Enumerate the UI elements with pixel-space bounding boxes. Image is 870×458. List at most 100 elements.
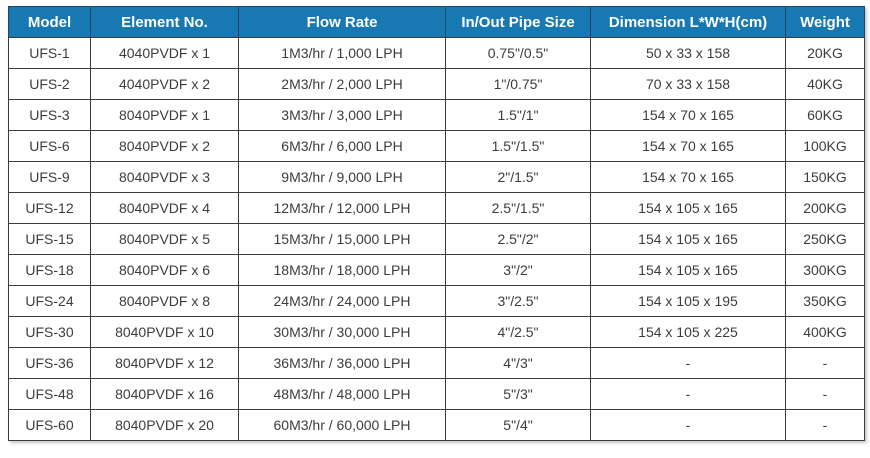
table-row: UFS-18 8040PVDF x 6 18M3/hr / 18,000 LPH 3"… xyxy=(8,254,865,286)
cell-pipe-size: 4"/2.5" xyxy=(445,316,591,348)
cell-dimension: 154 x 105 x 165 xyxy=(590,223,786,255)
cell-pipe-size: 1.5"/1.5" xyxy=(445,130,591,162)
cell-pipe-size: 3"/2" xyxy=(445,254,591,286)
cell-flow-rate: 18M3/hr / 18,000 LPH xyxy=(238,254,446,286)
cell-flow-rate: 3M3/hr / 3,000 LPH xyxy=(238,99,446,131)
table-row: UFS-6 8040PVDF x 2 6M3/hr / 6,000 LPH 1.5"/… xyxy=(8,130,865,162)
cell-flow-rate: 12M3/hr / 12,000 LPH xyxy=(238,192,446,224)
cell-dimension: - xyxy=(590,409,786,441)
cell-weight: - xyxy=(785,409,865,441)
cell-element-no: 8040PVDF x 5 xyxy=(90,223,239,255)
cell-weight: 200KG xyxy=(785,192,865,224)
cell-weight: 150KG xyxy=(785,161,865,193)
cell-model: UFS-9 xyxy=(8,161,91,193)
cell-weight: 20KG xyxy=(785,37,865,69)
cell-flow-rate: 1M3/hr / 1,000 LPH xyxy=(238,37,446,69)
cell-weight: 60KG xyxy=(785,99,865,131)
column-header-model: Model xyxy=(8,6,91,38)
cell-weight: 300KG xyxy=(785,254,865,286)
cell-model: UFS-6 xyxy=(8,130,91,162)
table-row: UFS-15 8040PVDF x 5 15M3/hr / 15,000 LPH 2.… xyxy=(8,223,865,255)
cell-model: UFS-12 xyxy=(8,192,91,224)
cell-pipe-size: 4"/3" xyxy=(445,347,591,379)
table-header: Model Element No. Flow Rate In/Out Pipe Siz… xyxy=(8,6,865,38)
cell-pipe-size: 5"/3" xyxy=(445,378,591,410)
cell-model: UFS-60 xyxy=(8,409,91,441)
cell-element-no: 8040PVDF x 8 xyxy=(90,285,239,317)
cell-model: UFS-3 xyxy=(8,99,91,131)
cell-dimension: 154 x 105 x 195 xyxy=(590,285,786,317)
cell-flow-rate: 6M3/hr / 6,000 LPH xyxy=(238,130,446,162)
cell-element-no: 4040PVDF x 2 xyxy=(90,68,239,100)
column-header-pipe-size: In/Out Pipe Size xyxy=(445,6,591,38)
cell-flow-rate: 60M3/hr / 60,000 LPH xyxy=(238,409,446,441)
table-row: UFS-12 8040PVDF x 4 12M3/hr / 12,000 LPH 2.… xyxy=(8,192,865,224)
header-row: Model Element No. Flow Rate In/Out Pipe Siz… xyxy=(8,6,865,38)
cell-element-no: 4040PVDF x 1 xyxy=(90,37,239,69)
cell-dimension: 154 x 70 x 165 xyxy=(590,99,786,131)
cell-weight: 100KG xyxy=(785,130,865,162)
cell-element-no: 8040PVDF x 1 xyxy=(90,99,239,131)
cell-element-no: 8040PVDF x 6 xyxy=(90,254,239,286)
product-spec-table: Model Element No. Flow Rate In/Out Pipe Siz… xyxy=(8,6,865,441)
cell-flow-rate: 2M3/hr / 2,000 LPH xyxy=(238,68,446,100)
table-row: UFS-3 8040PVDF x 1 3M3/hr / 3,000 LPH 1.5"/… xyxy=(8,99,865,131)
column-header-dimension: Dimension L*W*H(cm) xyxy=(590,6,786,38)
cell-weight: 250KG xyxy=(785,223,865,255)
cell-element-no: 8040PVDF x 20 xyxy=(90,409,239,441)
cell-weight: 400KG xyxy=(785,316,865,348)
table-row: UFS-1 4040PVDF x 1 1M3/hr / 1,000 LPH 0.75"… xyxy=(8,37,865,69)
cell-flow-rate: 24M3/hr / 24,000 LPH xyxy=(238,285,446,317)
cell-element-no: 8040PVDF x 12 xyxy=(90,347,239,379)
table-row: UFS-36 8040PVDF x 12 36M3/hr / 36,000 LPH 4… xyxy=(8,347,865,379)
cell-element-no: 8040PVDF x 10 xyxy=(90,316,239,348)
table-row: UFS-2 4040PVDF x 2 2M3/hr / 2,000 LPH 1"/0.… xyxy=(8,68,865,100)
cell-model: UFS-15 xyxy=(8,223,91,255)
cell-dimension: 50 x 33 x 158 xyxy=(590,37,786,69)
cell-model: UFS-36 xyxy=(8,347,91,379)
cell-dimension: - xyxy=(590,347,786,379)
column-header-weight: Weight xyxy=(785,6,865,38)
cell-dimension: 154 x 105 x 165 xyxy=(590,192,786,224)
cell-element-no: 8040PVDF x 4 xyxy=(90,192,239,224)
cell-pipe-size: 1"/0.75" xyxy=(445,68,591,100)
cell-model: UFS-30 xyxy=(8,316,91,348)
column-header-flow-rate: Flow Rate xyxy=(238,6,446,38)
cell-dimension: 154 x 105 x 225 xyxy=(590,316,786,348)
cell-pipe-size: 2"/1.5" xyxy=(445,161,591,193)
cell-weight: - xyxy=(785,347,865,379)
table-row: UFS-24 8040PVDF x 8 24M3/hr / 24,000 LPH 3"… xyxy=(8,285,865,317)
cell-dimension: 154 x 105 x 165 xyxy=(590,254,786,286)
cell-weight: 40KG xyxy=(785,68,865,100)
cell-flow-rate: 15M3/hr / 15,000 LPH xyxy=(238,223,446,255)
column-header-element-no: Element No. xyxy=(90,6,239,38)
cell-weight: 350KG xyxy=(785,285,865,317)
cell-flow-rate: 48M3/hr / 48,000 LPH xyxy=(238,378,446,410)
cell-dimension: - xyxy=(590,378,786,410)
table-body: UFS-1 4040PVDF x 1 1M3/hr / 1,000 LPH 0.75"… xyxy=(8,37,865,441)
cell-element-no: 8040PVDF x 3 xyxy=(90,161,239,193)
cell-model: UFS-24 xyxy=(8,285,91,317)
cell-pipe-size: 2.5"/2" xyxy=(445,223,591,255)
table-row: UFS-48 8040PVDF x 16 48M3/hr / 48,000 LPH 5… xyxy=(8,378,865,410)
cell-pipe-size: 1.5"/1" xyxy=(445,99,591,131)
cell-element-no: 8040PVDF x 2 xyxy=(90,130,239,162)
table-row: UFS-30 8040PVDF x 10 30M3/hr / 30,000 LPH 4… xyxy=(8,316,865,348)
cell-dimension: 154 x 70 x 165 xyxy=(590,161,786,193)
cell-model: UFS-48 xyxy=(8,378,91,410)
table-row: UFS-9 8040PVDF x 3 9M3/hr / 9,000 LPH 2"/1.… xyxy=(8,161,865,193)
cell-flow-rate: 30M3/hr / 30,000 LPH xyxy=(238,316,446,348)
cell-dimension: 70 x 33 x 158 xyxy=(590,68,786,100)
cell-pipe-size: 5"/4" xyxy=(445,409,591,441)
cell-model: UFS-2 xyxy=(8,68,91,100)
cell-weight: - xyxy=(785,378,865,410)
cell-pipe-size: 0.75"/0.5" xyxy=(445,37,591,69)
cell-pipe-size: 3"/2.5" xyxy=(445,285,591,317)
table-row: UFS-60 8040PVDF x 20 60M3/hr / 60,000 LPH 5… xyxy=(8,409,865,441)
cell-flow-rate: 9M3/hr / 9,000 LPH xyxy=(238,161,446,193)
cell-element-no: 8040PVDF x 16 xyxy=(90,378,239,410)
cell-dimension: 154 x 70 x 165 xyxy=(590,130,786,162)
cell-pipe-size: 2.5"/1.5" xyxy=(445,192,591,224)
cell-flow-rate: 36M3/hr / 36,000 LPH xyxy=(238,347,446,379)
cell-model: UFS-1 xyxy=(8,37,91,69)
